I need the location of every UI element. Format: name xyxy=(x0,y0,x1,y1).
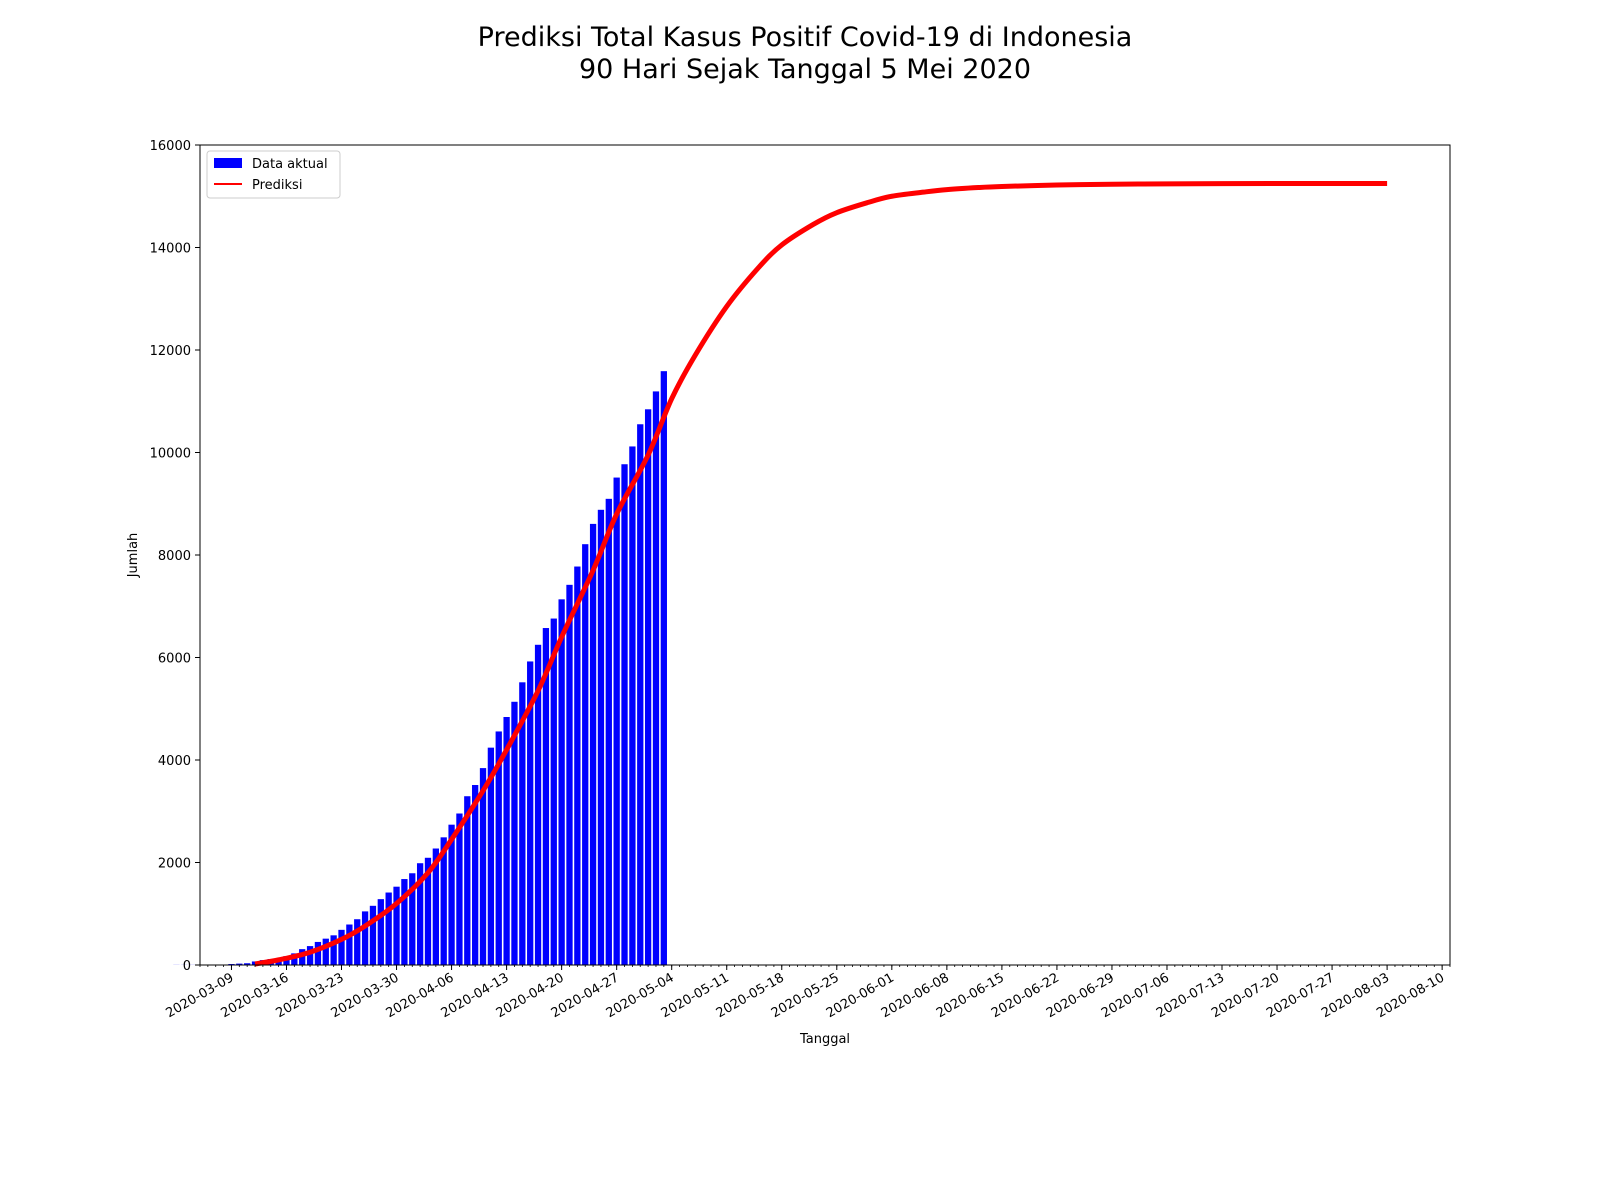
y-axis-label: Jumlah xyxy=(126,533,141,579)
legend-label-data-aktual: Data aktual xyxy=(252,157,328,172)
bar xyxy=(652,391,660,965)
bar xyxy=(519,682,526,965)
bar xyxy=(236,963,243,965)
legend-bar-swatch xyxy=(214,158,242,168)
chart-subtitle: 90 Hari Sejak Tanggal 5 Mei 2020 xyxy=(579,54,1031,85)
bar xyxy=(550,618,557,965)
bar xyxy=(306,946,314,965)
bar xyxy=(605,498,612,965)
prediction-line xyxy=(254,180,1388,967)
bar xyxy=(416,863,424,965)
y-tick-label: 0 xyxy=(183,959,191,974)
bar xyxy=(330,935,337,965)
y-axis: 0 2000 4000 6000 8000 10000 12000 14000 16000 xyxy=(150,139,200,974)
bar xyxy=(448,824,455,965)
x-axis: 2020-03-092020-03-162020-03-232020-03-30… xyxy=(164,965,1451,1021)
y-tick-label: 12000 xyxy=(150,344,191,359)
bar xyxy=(299,949,306,965)
bar xyxy=(338,929,345,965)
bar xyxy=(409,873,416,965)
bar xyxy=(637,424,644,965)
y-tick-label: 10000 xyxy=(150,447,191,462)
y-tick-label: 2000 xyxy=(158,857,191,872)
bar xyxy=(361,911,369,965)
bars-layer xyxy=(173,371,667,965)
bar xyxy=(322,938,329,965)
bar xyxy=(385,892,392,965)
bar xyxy=(479,768,487,965)
y-tick-label: 14000 xyxy=(150,242,191,257)
y-tick-label: 6000 xyxy=(158,652,191,667)
bar xyxy=(472,785,479,965)
bar xyxy=(566,584,573,965)
legend-label-prediksi: Prediksi xyxy=(252,178,302,193)
bar xyxy=(424,857,432,965)
legend: Data aktual Prediksi xyxy=(206,150,341,199)
chart-title: Prediksi Total Kasus Positif Covid-19 di… xyxy=(478,22,1133,53)
bar xyxy=(558,599,565,965)
bar xyxy=(369,905,377,965)
bar xyxy=(542,628,550,965)
bar xyxy=(503,717,510,965)
bar xyxy=(314,941,322,965)
x-axis-label: Tanggal xyxy=(799,1032,850,1047)
prediction-line-layer xyxy=(254,180,1388,967)
bar xyxy=(393,886,400,965)
bar xyxy=(401,879,408,965)
bar xyxy=(244,963,251,965)
plot-frame xyxy=(199,144,1451,966)
bar xyxy=(346,924,353,965)
bar xyxy=(597,509,605,965)
bar xyxy=(574,566,581,965)
bar xyxy=(613,477,620,965)
bar xyxy=(464,796,471,965)
bar xyxy=(534,644,542,965)
bar xyxy=(621,464,628,965)
bar xyxy=(487,747,495,965)
bar xyxy=(377,899,384,965)
bar xyxy=(291,953,298,965)
bar xyxy=(440,837,447,965)
bar xyxy=(660,371,667,965)
bar xyxy=(495,731,502,965)
y-tick-label: 16000 xyxy=(150,139,191,154)
bar xyxy=(582,544,589,965)
y-tick-label: 4000 xyxy=(158,754,191,769)
bar xyxy=(511,701,518,965)
bar xyxy=(629,446,636,965)
bar xyxy=(644,409,652,965)
bar xyxy=(589,523,597,965)
bar xyxy=(456,813,463,965)
bar xyxy=(432,848,439,965)
bar xyxy=(527,661,534,965)
bar xyxy=(354,919,361,965)
y-tick-label: 8000 xyxy=(158,549,191,564)
